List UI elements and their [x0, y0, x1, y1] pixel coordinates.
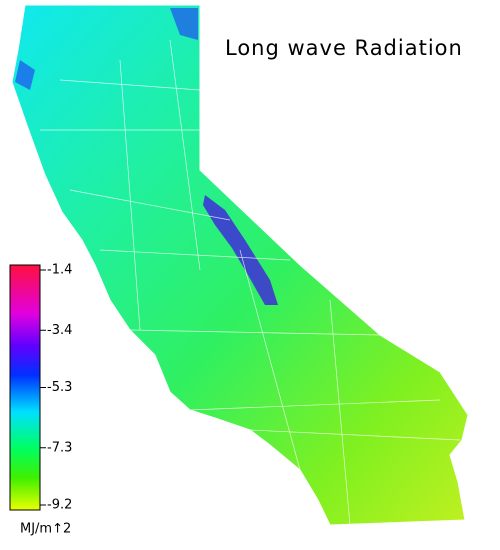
california — [11, 4, 469, 526]
legend-tick-label: -1.4 — [47, 263, 72, 278]
legend-tick-label: -7.3 — [47, 440, 72, 455]
legend-unit: MJ/m↑2 — [20, 522, 71, 537]
county-lines — [40, 39, 461, 526]
legend-tick-label: -5.3 — [47, 380, 72, 395]
color-bar — [9, 264, 41, 511]
north-mountains — [15, 8, 198, 90]
map-title: Long wave Radiation — [225, 36, 463, 60]
legend-tick-label: -3.4 — [47, 323, 72, 338]
legend-tick-label: -9.2 — [47, 498, 72, 513]
sierra-high — [203, 195, 278, 305]
